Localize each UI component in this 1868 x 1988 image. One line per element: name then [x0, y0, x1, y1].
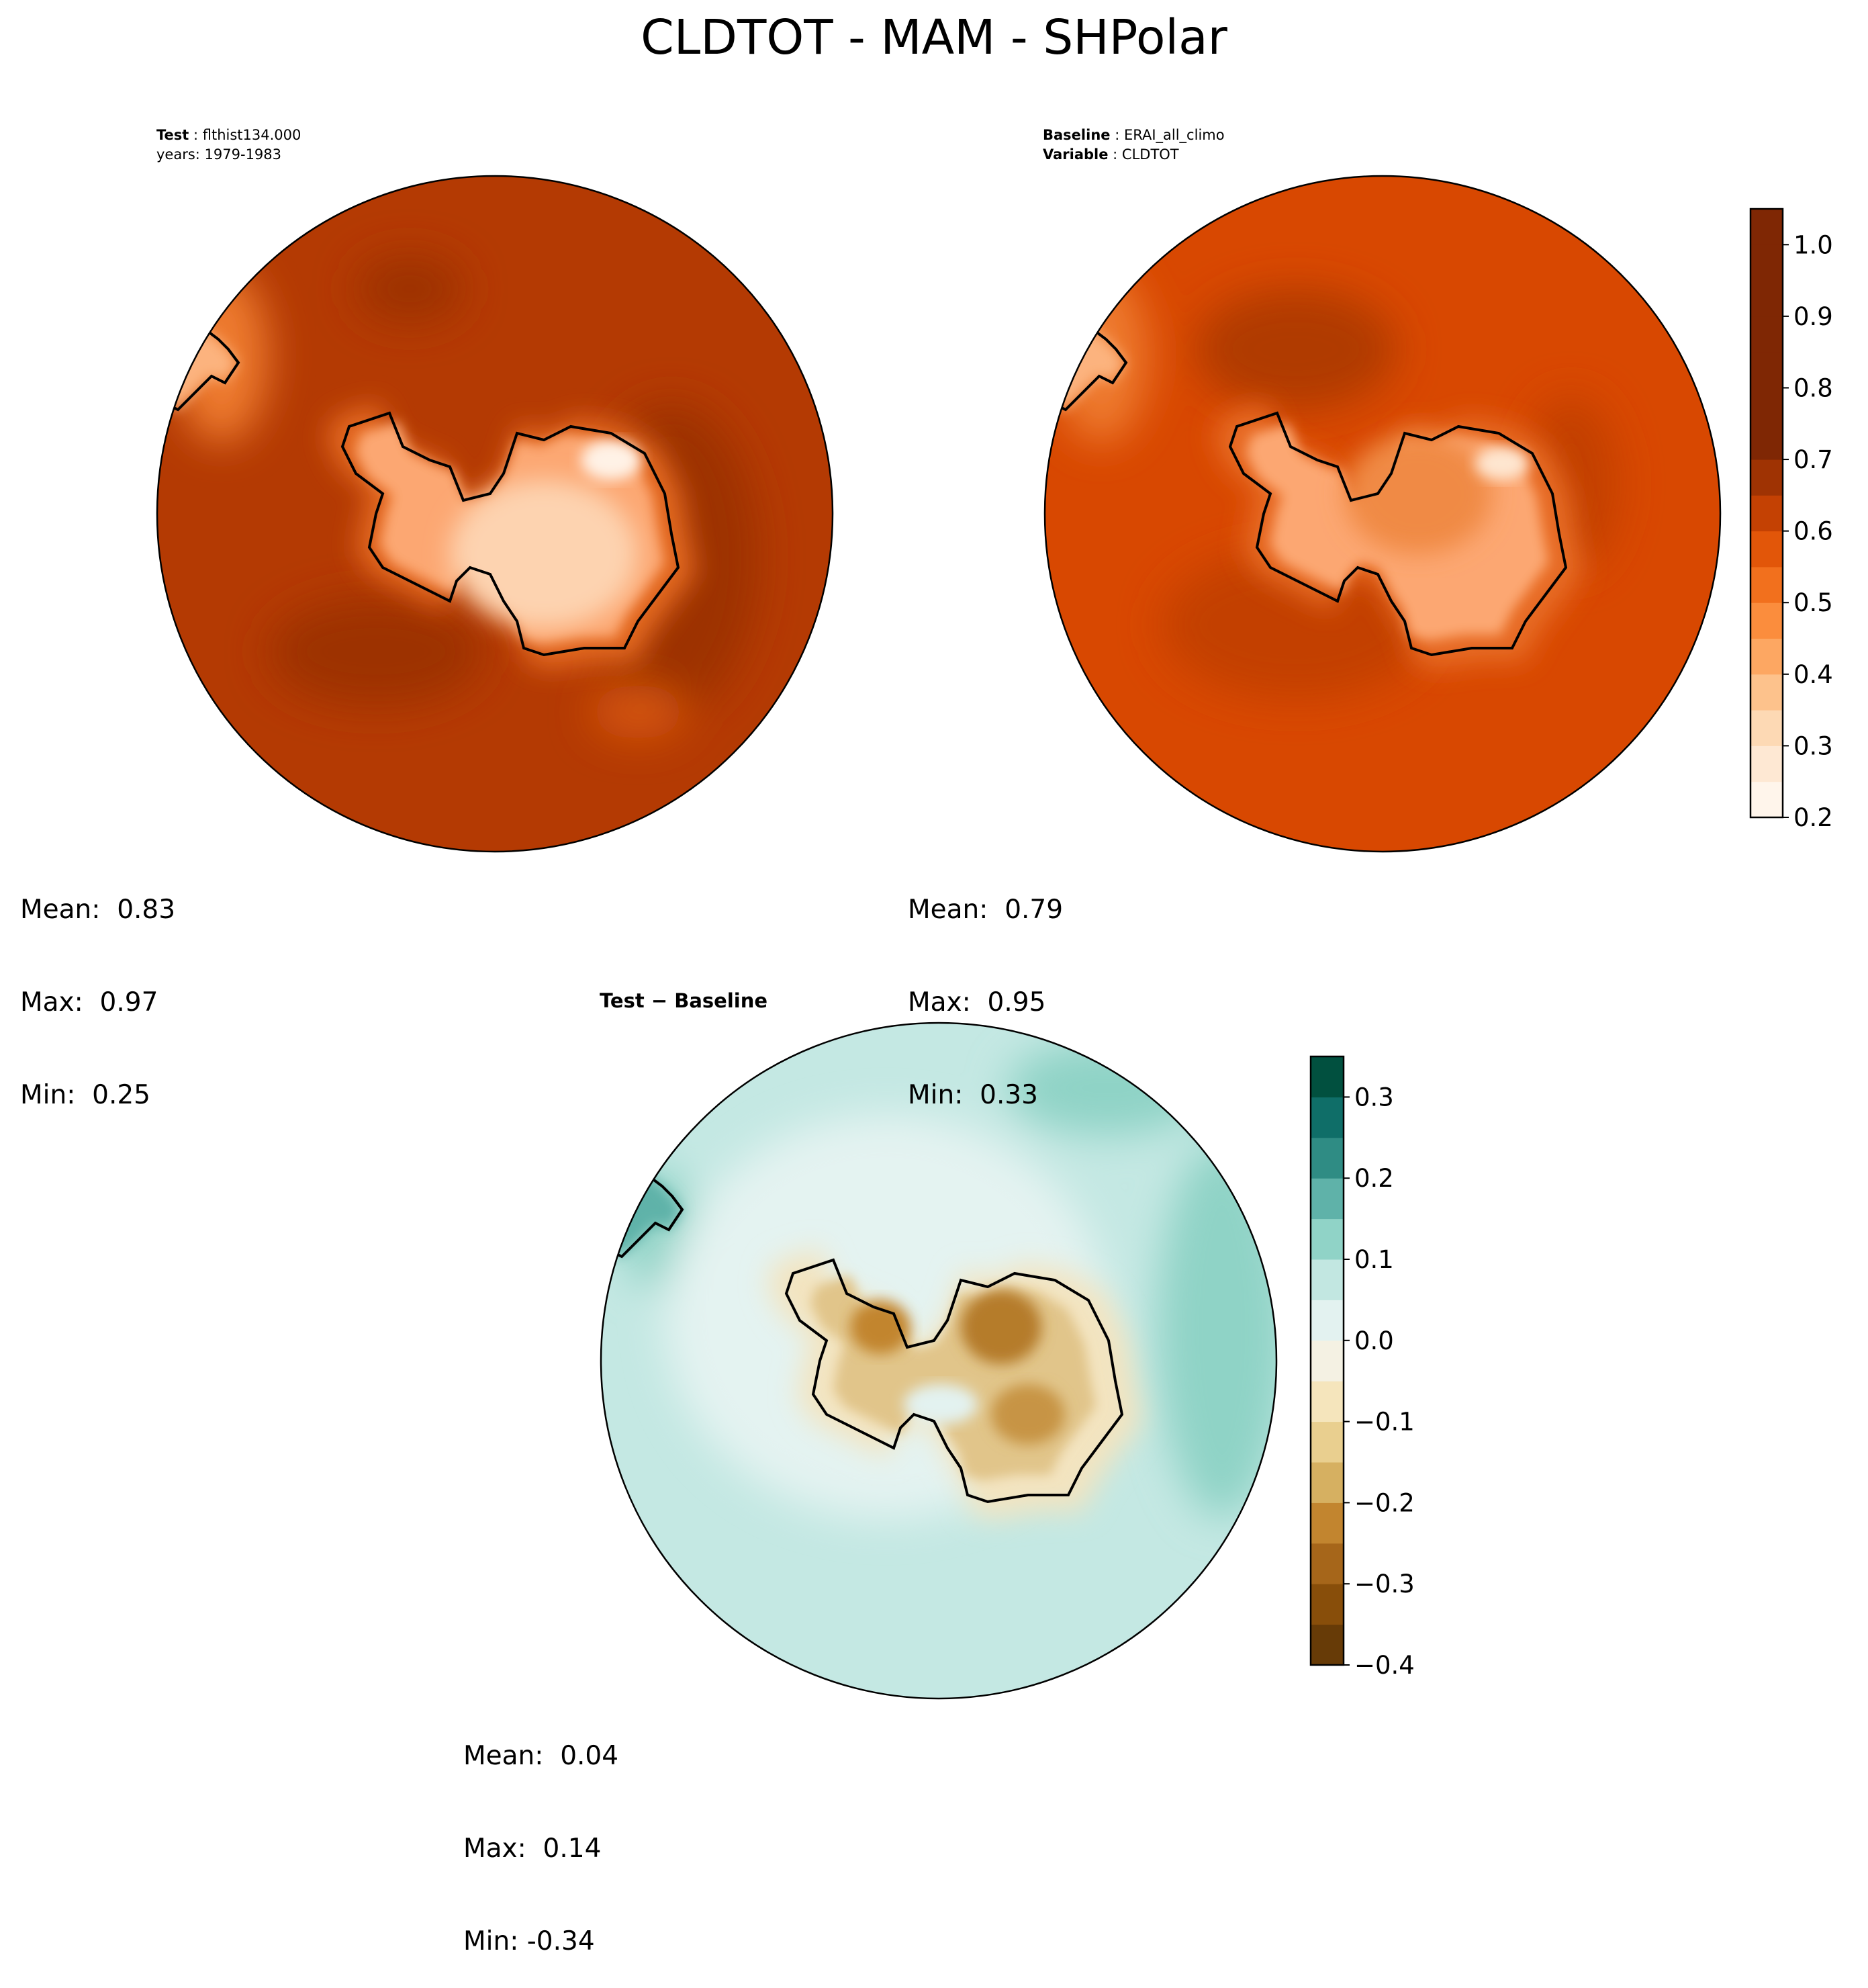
- baseline-colorbar-swatch: [1750, 746, 1783, 782]
- diff-colorbar-tick-label: 0.0: [1354, 1326, 1394, 1355]
- baseline-colorbar-swatch: [1750, 638, 1783, 675]
- baseline-map-boundary: [1043, 175, 1722, 853]
- diff-colorbar-swatch: [1311, 1502, 1344, 1544]
- diff-stat-min: Min: -0.34: [463, 1926, 595, 1956]
- diff-title-minus: −: [644, 989, 675, 1012]
- test-stat-min: Min: 0.25: [20, 1080, 150, 1110]
- baseline-colorbar-swatch: [1750, 674, 1783, 711]
- diff-negative-min-region-1: [961, 1290, 1041, 1364]
- diff-negative-min-region-3: [991, 1384, 1065, 1445]
- test-panel-header: Test : flthist134.000 years: 1979-1983: [156, 126, 301, 165]
- baseline-label: Baseline: [1043, 127, 1111, 143]
- test-map-boundary: [156, 175, 834, 853]
- diff-panel-title: Test − Baseline: [600, 989, 767, 1012]
- diff-colorbar-swatch: [1311, 1218, 1344, 1260]
- diff-colorbar-tick-label: 0.2: [1354, 1164, 1394, 1193]
- baseline-stat-min: Min: 0.33: [908, 1080, 1038, 1110]
- diff-strong-positive-region-east: [1158, 1142, 1276, 1518]
- baseline-antarctica-field-min: [1475, 447, 1529, 480]
- diff-colorbar-tick-label: −0.1: [1354, 1408, 1415, 1437]
- baseline-colorbar-swatch: [1750, 710, 1783, 746]
- variable-label: Variable: [1043, 146, 1109, 163]
- diff-colorbar-tick-label: −0.2: [1354, 1488, 1415, 1517]
- diff-colorbar-swatch: [1311, 1421, 1344, 1463]
- baseline-map: [1045, 176, 1720, 852]
- test-label: Test: [156, 127, 189, 143]
- diff-title-test: Test: [600, 989, 645, 1012]
- baseline-stats: Mean: 0.79 Max: 0.95 Min: 0.33: [908, 833, 1063, 1142]
- test-antarctica-field-inner: [450, 480, 638, 628]
- diff-colorbar-swatch: [1311, 1381, 1344, 1422]
- diff-colorbar-tick-label: −0.4: [1354, 1651, 1415, 1680]
- baseline-stat-mean: Mean: 0.79: [908, 895, 1064, 925]
- test-stats: Mean: 0.83 Max: 0.97 Min: 0.25: [20, 833, 175, 1142]
- diff-colorbar-tick-label: 0.1: [1354, 1245, 1394, 1274]
- diff-colorbar-swatch: [1311, 1543, 1344, 1584]
- baseline-darker-cloud-region-south: [1162, 551, 1430, 698]
- baseline-colorbar-tick-label: 0.7: [1793, 445, 1833, 474]
- baseline-panel-header: Baseline : ERAI_all_climo Variable : CLD…: [1043, 127, 1225, 163]
- baseline-colorbar-tick-label: 0.3: [1793, 731, 1833, 760]
- baseline-colorbar-swatch: [1750, 781, 1783, 818]
- diff-stats: Mean: 0.04 Max: 0.14 Min: -0.34: [463, 1679, 618, 1988]
- baseline-colorbar-tick-label: 1.0: [1793, 230, 1833, 259]
- test-map: [157, 176, 833, 852]
- baseline-colorbar-tick-label: 0.5: [1793, 588, 1833, 617]
- diff-colorbar-swatch: [1311, 1097, 1344, 1138]
- baseline-colorbar-swatch: [1750, 495, 1783, 532]
- diff-colorbar-swatch: [1311, 1584, 1344, 1625]
- baseline-colorbar-swatch: [1750, 531, 1783, 568]
- test-case-name: flthist134.000: [202, 127, 301, 143]
- diff-colorbar-swatch: [1311, 1624, 1344, 1666]
- baseline-colorbar-swatch: [1750, 566, 1783, 603]
- baseline-case-name: ERAI_all_climo: [1123, 127, 1225, 143]
- test-antarctica-field-min: [581, 440, 641, 480]
- diff-colorbar-swatch: [1311, 1056, 1344, 1097]
- diff-colorbar-swatch: [1311, 1340, 1344, 1382]
- baseline-colorbar-swatch: [1750, 280, 1783, 317]
- baseline-colorbar-swatch: [1750, 602, 1783, 639]
- baseline-colorbar-tick-label: 0.2: [1793, 803, 1833, 832]
- baseline-colorbar-swatch: [1750, 423, 1783, 460]
- diff-colorbar-tick-label: 0.3: [1354, 1083, 1394, 1112]
- test-lower-cloud-region-southeast: [591, 685, 685, 739]
- baseline-colorbar-tick-label: 0.6: [1793, 517, 1833, 546]
- figure-canvas: 0.20.30.40.50.60.70.80.91.0 −0.4−0.3−0.2…: [156, 175, 1833, 1700]
- diff-colorbar-swatch: [1311, 1178, 1344, 1220]
- baseline-colorbar-tick-label: 0.8: [1793, 373, 1833, 402]
- baseline-colorbar-swatch: [1750, 316, 1783, 353]
- baseline-colorbar-swatch: [1750, 209, 1783, 245]
- diff-stat-max: Max: 0.14: [463, 1834, 602, 1864]
- test-stat-mean: Mean: 0.83: [20, 895, 176, 925]
- baseline-colorbar: 0.2 0.3 0.4 0.5 0.6 0.7 0.8 0.9 1.0: [1749, 208, 1833, 832]
- test-darker-cloud-region-south: [269, 598, 483, 705]
- diff-positive-patch-ross: [904, 1384, 978, 1425]
- baseline-colorbar-swatch: [1750, 459, 1783, 496]
- variable-name: CLDTOT: [1121, 146, 1179, 163]
- test-years: years: 1979-1983: [156, 146, 282, 163]
- baseline-colorbar-swatch: [1750, 244, 1783, 281]
- baseline-colorbar-tick-label: 0.4: [1793, 660, 1833, 689]
- baseline-stat-max: Max: 0.95: [908, 987, 1046, 1018]
- baseline-darker-cloud-region-north: [1195, 289, 1397, 410]
- diff-colorbar-swatch: [1311, 1259, 1344, 1300]
- diff-colorbar: −0.4 −0.3 −0.2 −0.1 0.0 0.1 0.2 0.3: [1309, 1055, 1415, 1680]
- diff-title-baseline: Baseline: [674, 989, 768, 1012]
- test-stat-max: Max: 0.97: [20, 987, 158, 1018]
- diff-colorbar-tick-label: −0.3: [1354, 1570, 1415, 1598]
- diff-negative-min-region-2: [850, 1300, 910, 1354]
- baseline-colorbar-tick-label: 0.9: [1793, 302, 1833, 331]
- diff-colorbar-swatch: [1311, 1300, 1344, 1341]
- diff-map-boundary: [600, 1022, 1278, 1700]
- baseline-colorbar-frame: [1749, 208, 1784, 819]
- diff-colorbar-frame: [1309, 1055, 1345, 1666]
- figure-title: CLDTOT - MAM - SHPolar: [641, 9, 1227, 65]
- diff-colorbar-swatch: [1311, 1462, 1344, 1503]
- diff-stat-mean: Mean: 0.04: [463, 1741, 619, 1771]
- diff-colorbar-swatch: [1311, 1137, 1344, 1179]
- test-darker-cloud-region-north: [356, 255, 463, 322]
- baseline-colorbar-swatch: [1750, 352, 1783, 388]
- baseline-colorbar-swatch: [1750, 388, 1783, 424]
- baseline-antarctica-field-inner: [1344, 433, 1492, 554]
